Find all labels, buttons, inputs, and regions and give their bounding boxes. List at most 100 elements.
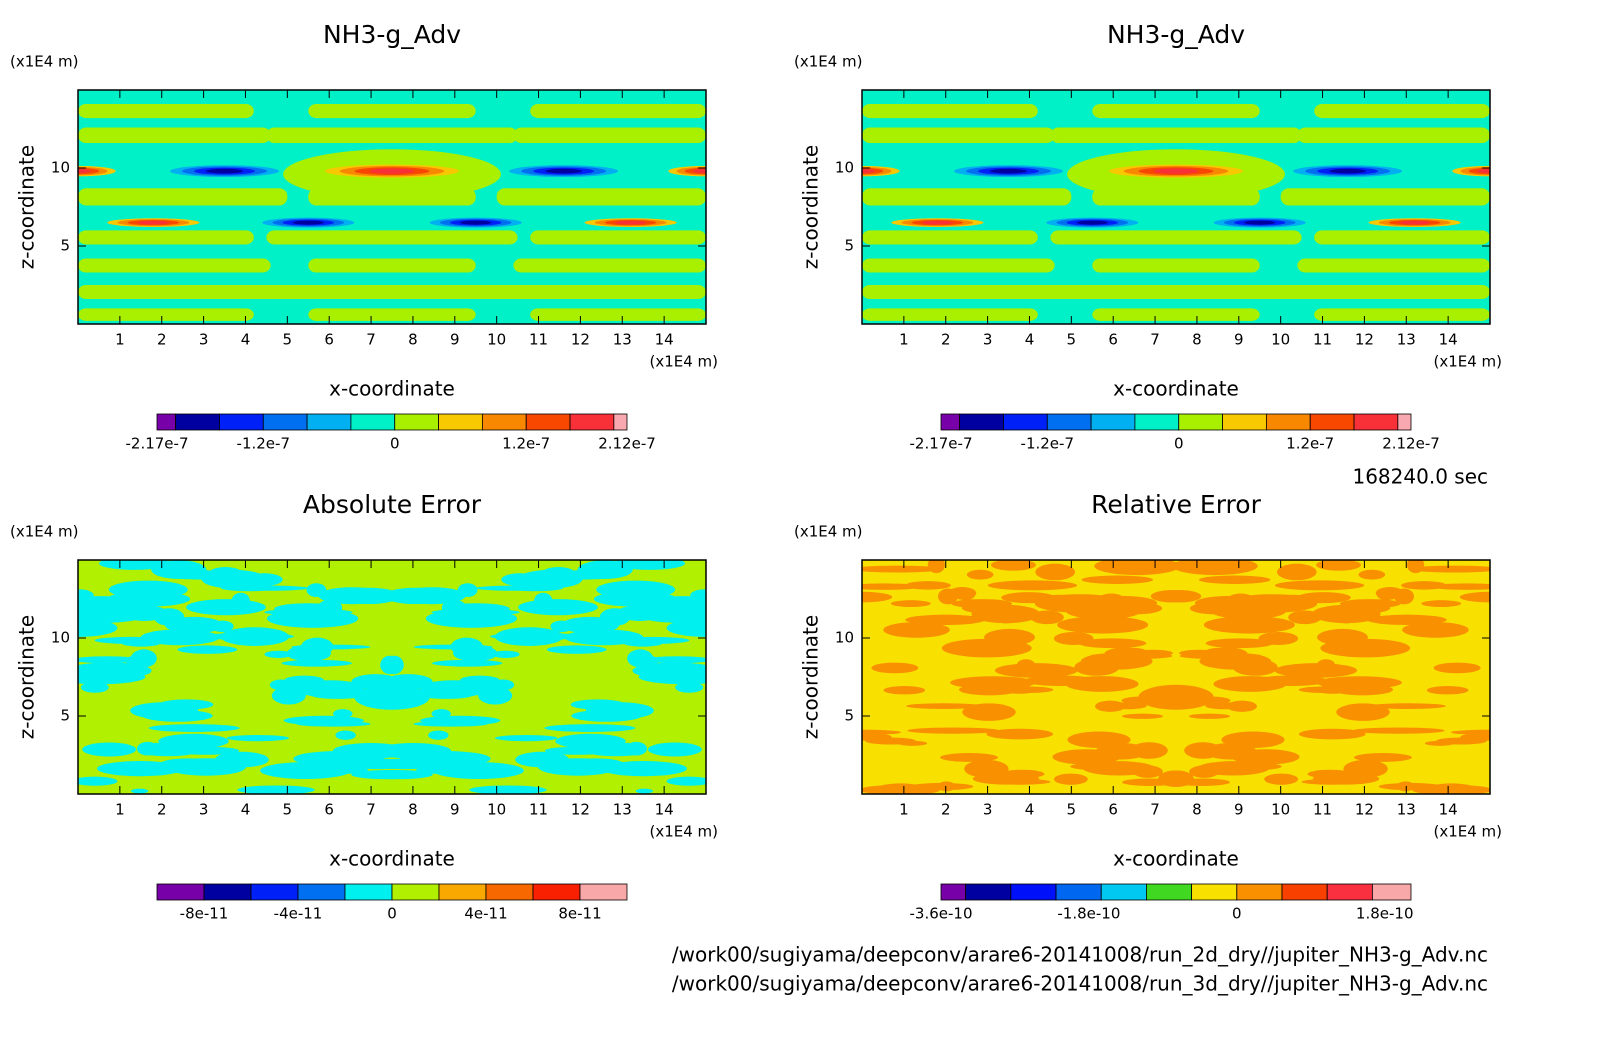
contour-region <box>906 703 983 709</box>
contour-region <box>862 729 902 735</box>
colorbar-segment <box>1222 413 1267 431</box>
contour-region <box>292 220 324 225</box>
x-axis-label: x-coordinate <box>1113 377 1239 401</box>
colorbar-segment <box>940 413 961 431</box>
colorbar-tick-label: -1.2e-7 <box>1021 435 1074 453</box>
contour-region <box>432 762 524 780</box>
x-tick-label: 5 <box>1067 801 1077 819</box>
contour-region <box>311 691 364 699</box>
contour-region <box>237 785 315 794</box>
contour-region <box>1104 648 1142 659</box>
contour-region <box>666 618 706 637</box>
y-unit: (x1E4 m) <box>10 523 79 541</box>
contour-region <box>78 618 118 637</box>
contour-region <box>1002 685 1037 694</box>
contour-region <box>108 580 188 599</box>
x-tick-label: 10 <box>1271 331 1290 349</box>
colorbar-tick-label: 0 <box>1174 435 1184 453</box>
contour-region <box>1050 230 1302 245</box>
y-tick-label: 5 <box>60 707 70 725</box>
y-tick-label: 5 <box>844 237 854 255</box>
contour-region <box>1297 127 1490 144</box>
contour-region <box>177 645 238 654</box>
x-tick-label: 13 <box>613 801 632 819</box>
contour-region <box>78 127 271 144</box>
panel-title: NH3-g_Adv <box>323 20 461 49</box>
contour-region <box>1210 648 1248 659</box>
contour-region <box>128 610 163 616</box>
x-tick-label: 13 <box>1397 801 1416 819</box>
contour-region <box>1232 658 1278 676</box>
contour-region <box>246 573 283 586</box>
x-tick-label: 9 <box>1234 331 1244 349</box>
contour-region <box>291 676 312 693</box>
colorbar-tick-label: -1.2e-7 <box>237 435 290 453</box>
contour-region <box>1205 638 1274 649</box>
contour-region <box>1378 782 1443 791</box>
contour-region <box>862 591 893 603</box>
x-tick-label: 8 <box>408 331 418 349</box>
x-tick-label: 8 <box>1192 331 1202 349</box>
contour-region <box>621 610 656 616</box>
colorbar-segment <box>175 413 220 431</box>
y-tick-label: 10 <box>835 629 854 647</box>
x-tick-label: 2 <box>941 331 951 349</box>
contour-region <box>264 650 293 658</box>
contour-region <box>613 560 685 570</box>
colorbar-segment <box>1055 883 1102 901</box>
contour-region <box>1254 678 1333 686</box>
contour-region <box>99 560 171 570</box>
contour-region <box>78 285 288 300</box>
x-tick-label: 6 <box>1108 331 1118 349</box>
contour-region <box>871 662 919 674</box>
contour-region <box>335 730 356 740</box>
panel-title: Absolute Error <box>303 490 482 519</box>
colorbar-segment <box>965 883 1012 901</box>
x-tick-label: 2 <box>157 801 167 819</box>
colorbar-segment <box>940 883 967 901</box>
contour-region <box>907 727 1000 734</box>
contour-region <box>1189 765 1220 778</box>
contour-region <box>1477 168 1490 174</box>
contour-region <box>137 220 170 225</box>
contour-region <box>1276 563 1317 581</box>
contour-region <box>80 682 109 693</box>
colorbar-segment <box>306 413 352 431</box>
contour-region <box>1076 220 1108 225</box>
x-tick-label: 6 <box>324 331 334 349</box>
x-tick-label: 10 <box>487 331 506 349</box>
contour-region <box>266 285 518 300</box>
contour-region <box>530 230 706 245</box>
contour-region <box>1450 729 1490 735</box>
y-axis-label: z-coordinate <box>799 145 823 269</box>
y-tick-label: 10 <box>51 159 70 177</box>
colorbar-segment <box>219 413 264 431</box>
x-tick-label: 3 <box>983 331 993 349</box>
x-tick-label: 9 <box>450 801 460 819</box>
x-tick-label: 13 <box>1397 331 1416 349</box>
x-unit: (x1E4 m) <box>1433 823 1502 841</box>
x-tick-label: 13 <box>613 331 632 349</box>
contour-region <box>999 769 1045 779</box>
contour-region <box>266 230 518 245</box>
x-tick-label: 10 <box>487 801 506 819</box>
contour-region <box>994 663 1078 678</box>
contour-region <box>332 709 353 719</box>
contour-region <box>890 600 931 608</box>
x-tick-label: 3 <box>983 801 993 819</box>
contour-region <box>97 760 184 777</box>
x-tick-label: 3 <box>199 331 209 349</box>
colorbar-segment <box>1100 883 1147 901</box>
contour-region <box>693 168 706 174</box>
contour-region <box>941 638 1032 658</box>
contour-region <box>1081 575 1154 584</box>
colorbar-tick-label: -2.17e-7 <box>126 435 189 453</box>
contour-region <box>1315 685 1350 694</box>
colorbar-tick-label: -4e-11 <box>274 905 323 923</box>
x-tick-label: 9 <box>450 331 460 349</box>
contour-region <box>1314 104 1490 119</box>
contour-region <box>951 599 1013 609</box>
y-axis-label: z-coordinate <box>799 615 823 739</box>
x-tick-label: 7 <box>1150 331 1160 349</box>
